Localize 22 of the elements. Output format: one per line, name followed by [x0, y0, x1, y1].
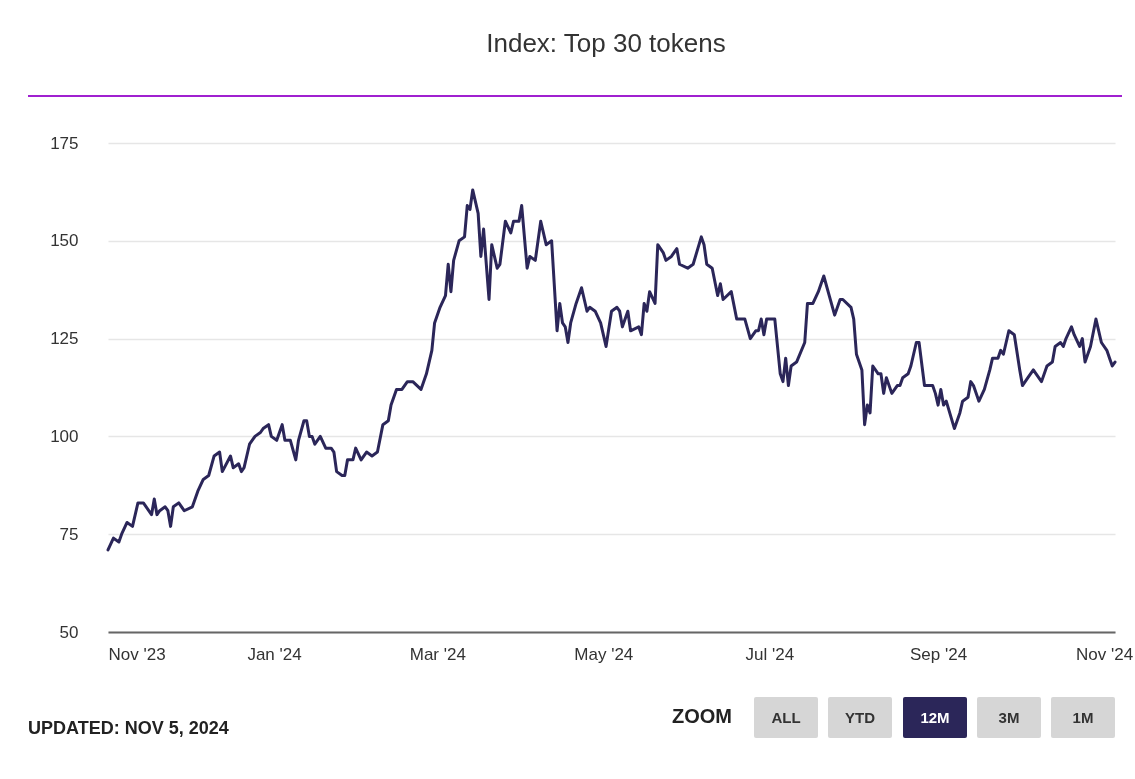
- y-tick-label: 75: [59, 524, 79, 544]
- x-tick-label: Jul '24: [745, 644, 795, 664]
- chart-title: Index: Top 30 tokens: [485, 28, 727, 59]
- text: 1M: [1051, 697, 1115, 738]
- text: 3M: [977, 697, 1041, 738]
- text: UPDATED: NOV 5, 2024: [28, 718, 229, 739]
- y-tick-label: 125: [50, 329, 79, 349]
- x-tick-label: May '24: [574, 644, 634, 664]
- text: YTD: [828, 697, 892, 738]
- y-tick-label: 150: [50, 231, 79, 251]
- y-tick-label: 100: [50, 426, 79, 446]
- x-tick-label: Nov '24: [1076, 644, 1134, 664]
- y-tick-label: 50: [59, 622, 79, 642]
- text: ZOOM: [672, 705, 732, 728]
- x-tick-label: Sep '24: [910, 644, 968, 664]
- y-tick-label: 175: [50, 133, 79, 153]
- x-tick-label: Nov '23: [108, 644, 166, 664]
- line-series: [106, 188, 1117, 552]
- x-tick-label: Jan '24: [247, 644, 302, 664]
- text: 12M: [903, 697, 967, 738]
- x-tick-label: Mar '24: [409, 644, 466, 664]
- text: ALL: [754, 697, 818, 738]
